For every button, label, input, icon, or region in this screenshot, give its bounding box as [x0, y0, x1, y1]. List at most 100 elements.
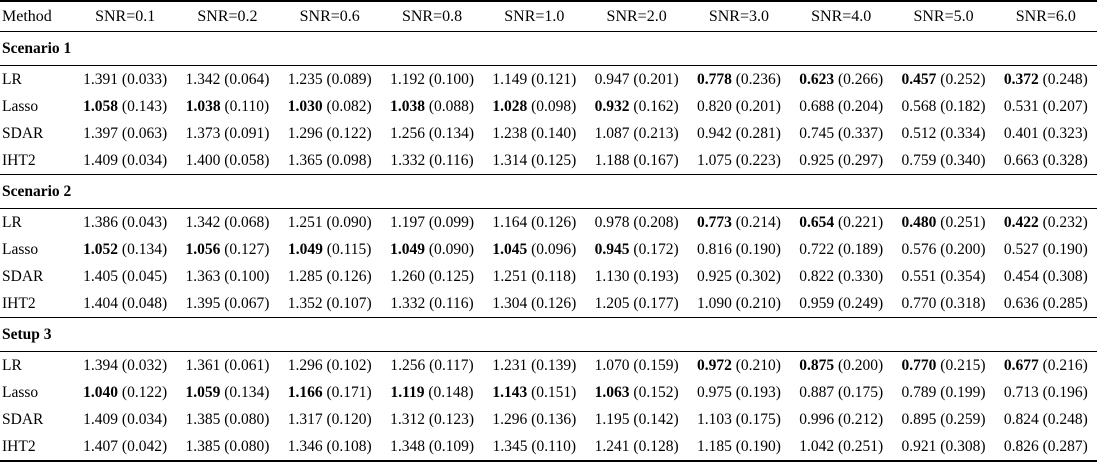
mean-value: 1.285	[287, 267, 323, 285]
result-cell: 0.454 (0.308)	[995, 263, 1097, 290]
mean-value: 1.063	[594, 383, 630, 401]
method-label: IHT2	[2, 151, 36, 169]
result-cell: 1.087 (0.213)	[585, 120, 687, 147]
std-value: (0.123)	[428, 410, 475, 428]
result-cell: 0.820 (0.201)	[688, 93, 790, 120]
mean-value: 1.185	[696, 437, 732, 455]
mean-value: 0.789	[901, 383, 937, 401]
result-cell: 1.166 (0.171)	[279, 379, 381, 406]
mean-value: 1.312	[390, 410, 425, 428]
result-cell: 0.975 (0.193)	[688, 379, 790, 406]
std-value: (0.121)	[531, 70, 577, 88]
mean-value: 1.397	[83, 124, 119, 142]
std-value: (0.287)	[1042, 437, 1088, 455]
mean-value: 1.058	[83, 97, 119, 115]
mean-value: 1.256	[390, 356, 426, 374]
result-cell: 1.049 (0.115)	[279, 236, 381, 263]
result-cell: 1.385 (0.080)	[176, 406, 278, 433]
mean-value: 1.296	[492, 410, 528, 428]
result-cell: 1.385 (0.080)	[176, 433, 278, 461]
result-cell: 0.826 (0.287)	[995, 433, 1097, 461]
result-cell: 1.352 (0.107)	[279, 290, 381, 318]
column-header-snr: SNR=1.0	[504, 7, 565, 25]
std-value: (0.045)	[121, 267, 168, 285]
std-value: (0.126)	[531, 294, 577, 312]
std-value: (0.249)	[838, 294, 884, 312]
std-value: (0.216)	[1042, 356, 1088, 374]
std-value: (0.223)	[735, 151, 781, 169]
std-value: (0.251)	[940, 213, 986, 231]
std-value: (0.080)	[224, 410, 270, 428]
result-cell: 1.235 (0.089)	[279, 66, 381, 94]
std-value: (0.100)	[428, 70, 475, 88]
std-value: (0.034)	[121, 410, 168, 428]
method-label: Lasso	[2, 240, 39, 258]
mean-value: 1.028	[492, 97, 528, 115]
mean-value: 0.773	[696, 213, 732, 231]
std-value: (0.354)	[940, 267, 986, 285]
column-header-snr: SNR=2.0	[606, 7, 667, 25]
result-cell: 1.197 (0.099)	[381, 209, 483, 237]
result-cell: 0.816 (0.190)	[688, 236, 790, 263]
mean-value: 0.959	[799, 294, 835, 312]
mean-value: 0.759	[901, 151, 937, 169]
mean-value: 0.816	[696, 240, 732, 258]
result-cell: 1.296 (0.136)	[483, 406, 585, 433]
result-cell: 0.551 (0.354)	[892, 263, 994, 290]
mean-value: 1.042	[799, 437, 835, 455]
method-label: IHT2	[2, 437, 36, 455]
std-value: (0.208)	[633, 213, 679, 231]
result-cell: 1.038 (0.110)	[176, 93, 278, 120]
column-header-snr: SNR=0.1	[95, 7, 156, 25]
std-value: (0.204)	[838, 97, 884, 115]
std-value: (0.148)	[428, 383, 474, 401]
std-value: (0.115)	[326, 240, 372, 258]
std-value: (0.193)	[735, 383, 781, 401]
std-value: (0.248)	[1042, 410, 1088, 428]
std-value: (0.190)	[735, 240, 781, 258]
mean-value: 0.688	[799, 97, 835, 115]
std-value: (0.125)	[428, 267, 475, 285]
result-cell: 1.346 (0.108)	[279, 433, 381, 461]
std-value: (0.127)	[224, 240, 270, 258]
std-value: (0.212)	[838, 410, 884, 428]
mean-value: 1.395	[185, 294, 221, 312]
mean-value: 1.409	[83, 410, 119, 428]
std-value: (0.259)	[940, 410, 986, 428]
std-value: (0.122)	[121, 383, 168, 401]
mean-value: 1.049	[390, 240, 425, 258]
mean-value: 0.975	[696, 383, 732, 401]
section-title-row: Setup 3	[0, 317, 1097, 352]
result-cell: 0.722 (0.189)	[790, 236, 892, 263]
table-row: LR 1.391 (0.033) 1.342 (0.064) 1.235 (0.089…	[0, 66, 1097, 94]
mean-value: 1.166	[287, 383, 323, 401]
result-cell: 1.052 (0.134)	[74, 236, 176, 263]
result-cell: 1.045 (0.096)	[483, 236, 585, 263]
result-cell: 1.188 (0.167)	[585, 147, 687, 175]
result-cell: 1.192 (0.100)	[381, 66, 483, 94]
std-value: (0.167)	[633, 151, 679, 169]
mean-value: 1.260	[390, 267, 425, 285]
mean-value: 1.405	[83, 267, 119, 285]
result-cell: 1.251 (0.118)	[483, 263, 585, 290]
result-cell: 0.959 (0.249)	[790, 290, 892, 318]
mean-value: 1.332	[390, 151, 426, 169]
mean-value: 1.345	[492, 437, 528, 455]
result-cell: 1.103 (0.175)	[688, 406, 790, 433]
result-cell: 1.063 (0.152)	[585, 379, 687, 406]
std-value: (0.139)	[531, 356, 577, 374]
result-cell: 0.745 (0.337)	[790, 120, 892, 147]
std-value: (0.134)	[121, 240, 168, 258]
result-cell: 0.677 (0.216)	[995, 352, 1097, 380]
std-value: (0.318)	[940, 294, 986, 312]
std-value: (0.068)	[224, 213, 270, 231]
std-value: (0.090)	[326, 213, 372, 231]
method-label: Lasso	[2, 383, 39, 401]
column-header-snr: SNR=6.0	[1015, 7, 1076, 25]
result-cell: 1.075 (0.223)	[688, 147, 790, 175]
result-cell: 0.925 (0.302)	[688, 263, 790, 290]
std-value: (0.210)	[735, 356, 781, 374]
mean-value: 1.342	[185, 70, 221, 88]
result-cell: 0.978 (0.208)	[585, 209, 687, 237]
mean-value: 1.409	[83, 151, 119, 169]
